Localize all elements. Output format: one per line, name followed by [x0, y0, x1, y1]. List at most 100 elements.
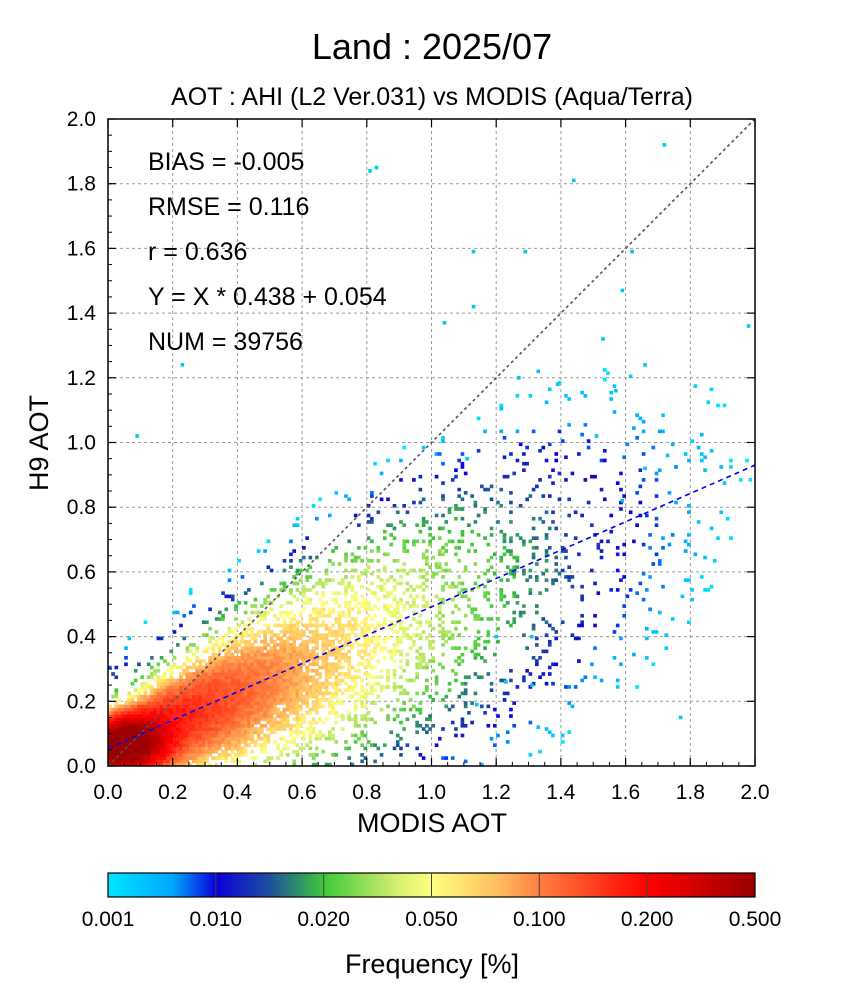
density-cell [182, 613, 187, 618]
density-cell [441, 494, 445, 498]
density-cell [350, 678, 355, 683]
density-cell [146, 762, 151, 766]
density-cell [211, 711, 216, 715]
density-cell [415, 723, 419, 728]
density-cell [522, 452, 526, 456]
density-cell [205, 662, 209, 667]
density-cell [240, 730, 245, 735]
density-cell [528, 720, 533, 725]
density-cell [308, 597, 313, 602]
density-cell [302, 643, 306, 647]
density-cell [279, 613, 284, 618]
density-cell [602, 448, 607, 453]
density-cell [234, 626, 238, 631]
density-cell [243, 701, 248, 705]
density-cell [192, 740, 196, 744]
density-cell [198, 746, 203, 751]
density-cell [272, 723, 277, 728]
density-cell [175, 727, 180, 731]
density-cell [260, 749, 264, 754]
density-cell [214, 723, 219, 728]
density-cell [305, 698, 309, 702]
density-cell [547, 546, 552, 550]
density-cell [408, 568, 413, 573]
density-cell [108, 756, 112, 760]
density-cell [247, 652, 251, 657]
density-cell [127, 723, 132, 728]
density-cell [334, 630, 339, 634]
density-cell [512, 471, 517, 476]
scatter-point [465, 456, 469, 461]
density-cell [159, 711, 164, 715]
density-cell [399, 736, 403, 741]
density-cell [266, 691, 271, 696]
scatter-point [471, 304, 476, 309]
density-cell [120, 740, 125, 744]
density-cell [505, 691, 510, 696]
density-cell [412, 588, 416, 592]
density-cell [208, 672, 212, 676]
scatter-point [529, 683, 534, 687]
density-cell [486, 630, 491, 634]
density-cell [211, 727, 216, 731]
density-cell [454, 626, 458, 631]
density-cell [153, 756, 157, 760]
density-cell [437, 607, 442, 612]
density-cell [276, 681, 280, 686]
density-cell [114, 701, 119, 705]
density-cell [263, 549, 267, 553]
density-cell [279, 727, 284, 731]
density-cell [321, 704, 326, 709]
density-cell [214, 730, 219, 735]
density-cell [276, 659, 280, 663]
density-cell [321, 633, 326, 637]
density-cell [298, 610, 303, 615]
density-cell [237, 717, 242, 722]
density-cell [208, 707, 212, 712]
density-cell [298, 720, 303, 725]
density-cell [483, 536, 487, 540]
density-cell [564, 575, 568, 579]
density-cell [143, 723, 148, 728]
density-cell [279, 636, 284, 641]
x-tick-label: 0.0 [93, 781, 122, 804]
density-cell [175, 643, 180, 647]
density-cell [457, 539, 462, 544]
density-cell [250, 740, 254, 744]
density-cell [137, 753, 141, 757]
density-cell [260, 662, 264, 667]
density-cell [130, 746, 135, 751]
density-cell [489, 617, 494, 621]
density-cell [243, 717, 248, 722]
density-cell [169, 672, 174, 676]
density-cell [360, 730, 364, 735]
density-cell [234, 633, 238, 637]
density-cell [156, 753, 161, 757]
density-cell [230, 685, 235, 689]
density-cell [146, 685, 151, 689]
density-cell [302, 717, 306, 722]
density-cell [418, 487, 423, 492]
density-cell [344, 613, 348, 618]
density-cell [399, 720, 403, 725]
density-cell [509, 510, 513, 515]
density-cell [250, 662, 254, 667]
density-cell [515, 558, 520, 563]
density-cell [237, 720, 242, 725]
density-cell [285, 610, 290, 615]
density-cell [441, 636, 445, 641]
density-cell [169, 681, 174, 686]
density-cell [366, 711, 371, 715]
density-cell [379, 668, 384, 673]
density-cell [441, 643, 445, 647]
density-cell [340, 727, 345, 731]
density-cell [289, 711, 293, 715]
density-cell [130, 714, 135, 718]
density-cell [272, 681, 277, 686]
density-cell [399, 639, 403, 644]
density-cell [172, 711, 177, 715]
density-cell [250, 714, 254, 718]
density-cell [687, 533, 691, 537]
density-cell [386, 604, 390, 608]
density-cell [344, 672, 348, 676]
